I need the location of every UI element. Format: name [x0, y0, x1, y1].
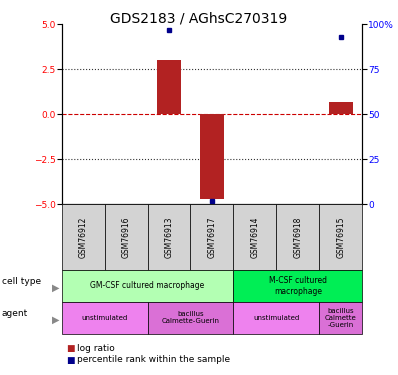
Text: ▶: ▶ — [52, 283, 59, 293]
Text: GSM76918: GSM76918 — [293, 216, 302, 258]
Text: bacillus
Calmette
-Guerin: bacillus Calmette -Guerin — [325, 308, 357, 328]
Bar — [200, 114, 224, 199]
Text: ■: ■ — [66, 344, 74, 353]
Text: GDS2183 / AGhsC270319: GDS2183 / AGhsC270319 — [110, 11, 288, 25]
Text: M-CSF cultured
macrophage: M-CSF cultured macrophage — [269, 276, 327, 296]
Text: GSM76915: GSM76915 — [336, 216, 345, 258]
Text: log ratio: log ratio — [77, 344, 115, 353]
Text: bacillus
Calmette-Guerin: bacillus Calmette-Guerin — [162, 311, 219, 324]
Text: GSM76917: GSM76917 — [207, 216, 217, 258]
Bar — [329, 102, 353, 114]
Text: cell type: cell type — [2, 277, 41, 286]
Text: GSM76916: GSM76916 — [121, 216, 131, 258]
Text: ■: ■ — [66, 356, 74, 364]
Text: percentile rank within the sample: percentile rank within the sample — [77, 356, 230, 364]
Bar — [157, 60, 181, 114]
Text: ▶: ▶ — [52, 315, 59, 325]
Text: unstimulated: unstimulated — [82, 315, 128, 321]
Text: unstimulated: unstimulated — [253, 315, 299, 321]
Text: GSM76914: GSM76914 — [250, 216, 259, 258]
Text: GSM76913: GSM76913 — [164, 216, 174, 258]
Text: GSM76912: GSM76912 — [79, 216, 88, 258]
Text: GM-CSF cultured macrophage: GM-CSF cultured macrophage — [90, 281, 205, 290]
Text: agent: agent — [2, 309, 28, 318]
